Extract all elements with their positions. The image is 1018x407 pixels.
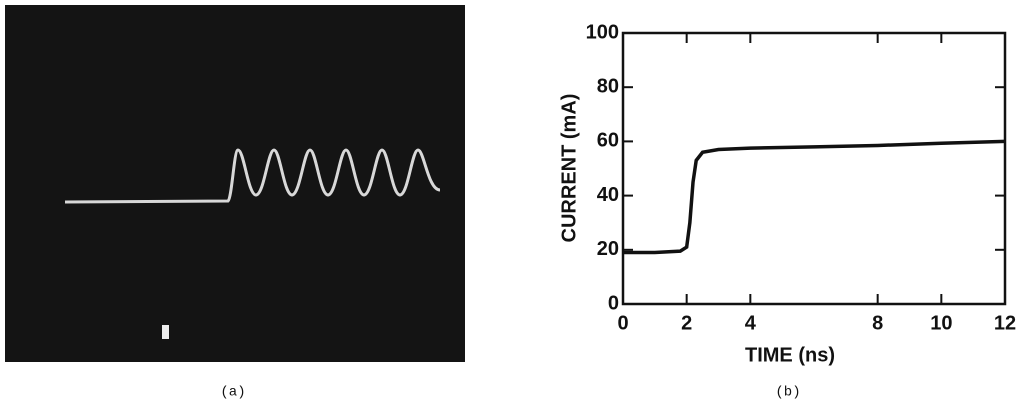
scope-marker	[162, 325, 169, 339]
y-tick-label: 80	[597, 75, 619, 97]
x-tick-label: 8	[872, 312, 883, 334]
caption: (b)	[775, 385, 800, 401]
plot-frame	[621, 31, 1007, 306]
x-axis-label: TIME (ns)	[745, 344, 835, 366]
caption: (a)	[220, 385, 245, 401]
photo-background	[5, 5, 465, 362]
x-tick-label: 12	[994, 312, 1016, 334]
scope-trace	[64, 148, 441, 204]
oscilloscope-photo	[5, 5, 465, 362]
x-tick-label: 0	[617, 312, 628, 334]
x-tick-label: 2	[681, 312, 692, 334]
y-tick-label: 60	[597, 130, 619, 152]
data-line	[623, 139, 1006, 255]
x-tick-label: 4	[745, 312, 757, 334]
y-tick-label: 20	[597, 238, 619, 260]
y-tick-label: 100	[586, 21, 619, 43]
x-tick-label: 10	[930, 312, 952, 334]
y-tick-label: 0	[608, 292, 619, 314]
y-axis-label: CURRENT (mA)	[558, 94, 580, 243]
y-tick-label: 40	[597, 184, 619, 206]
